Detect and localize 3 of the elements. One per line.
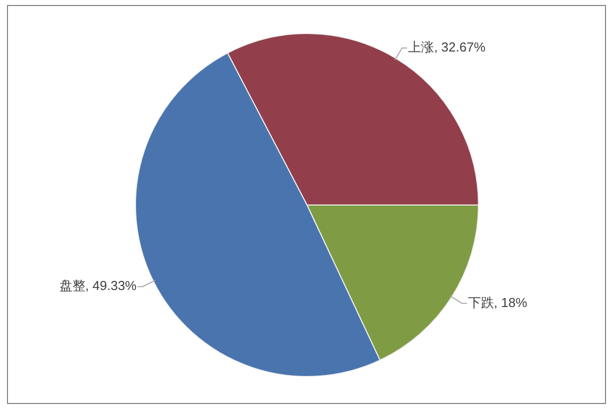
slice-label: 上涨, 32.67% [408, 40, 486, 55]
slice-label: 下跌, 18% [468, 294, 528, 310]
slice-label: 盘整, 49.33% [59, 278, 138, 294]
